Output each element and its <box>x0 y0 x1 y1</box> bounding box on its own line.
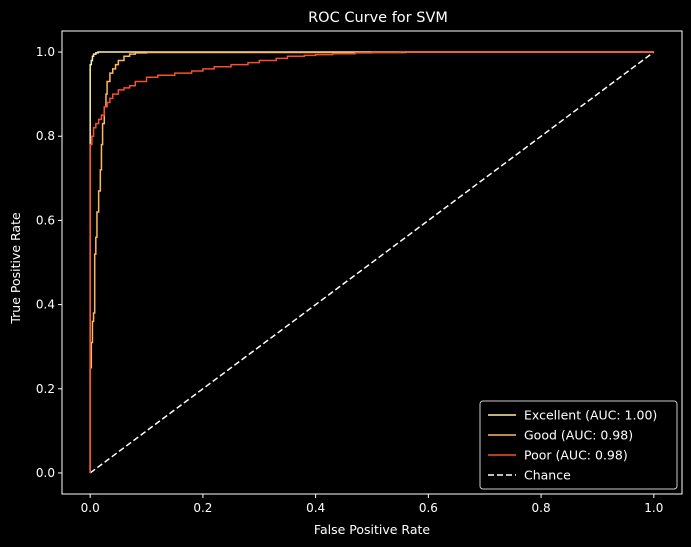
legend-label-0: Excellent (AUC: 1.00) <box>524 408 657 423</box>
series-line-2 <box>89 51 654 473</box>
series-line-3 <box>89 51 655 474</box>
y-tick-label-0: 0.0 <box>36 466 55 480</box>
chart-title: ROC Curve for SVM <box>308 10 448 26</box>
series-line-0 <box>89 51 654 473</box>
x-tick-label-4: 0.8 <box>532 501 551 515</box>
y-axis-label: True Positive Rate <box>8 212 23 325</box>
y-tick-label-1: 0.2 <box>36 382 55 396</box>
plot-frame <box>61 30 683 495</box>
legend-label-1: Good (AUC: 0.98) <box>524 428 633 443</box>
series-layer <box>89 51 655 474</box>
x-tick-label-5: 1.0 <box>644 501 663 515</box>
legend-label-3: Chance <box>524 468 571 483</box>
legend: Excellent (AUC: 1.00) Good (AUC: 0.98) Poo… <box>479 400 678 490</box>
x-tick-label-1: 0.2 <box>193 501 212 515</box>
x-tick-label-2: 0.4 <box>306 501 325 515</box>
x-tick-label-0: 0.0 <box>81 501 100 515</box>
y-tick-label-3: 0.6 <box>36 213 55 227</box>
ticks-layer: 0.0 0.2 0.4 0.6 0.8 1.0 0.0 0.2 0.4 0.6 0.8 1.0 <box>36 45 663 515</box>
y-tick-label-2: 0.4 <box>36 298 55 312</box>
legend-label-2: Poor (AUC: 0.98) <box>524 448 628 463</box>
y-tick-label-5: 1.0 <box>36 45 55 59</box>
y-tick-label-4: 0.8 <box>36 129 55 143</box>
x-tick-label-3: 0.6 <box>419 501 438 515</box>
legend-box <box>479 400 678 490</box>
x-axis-label: False Positive Rate <box>314 522 430 537</box>
